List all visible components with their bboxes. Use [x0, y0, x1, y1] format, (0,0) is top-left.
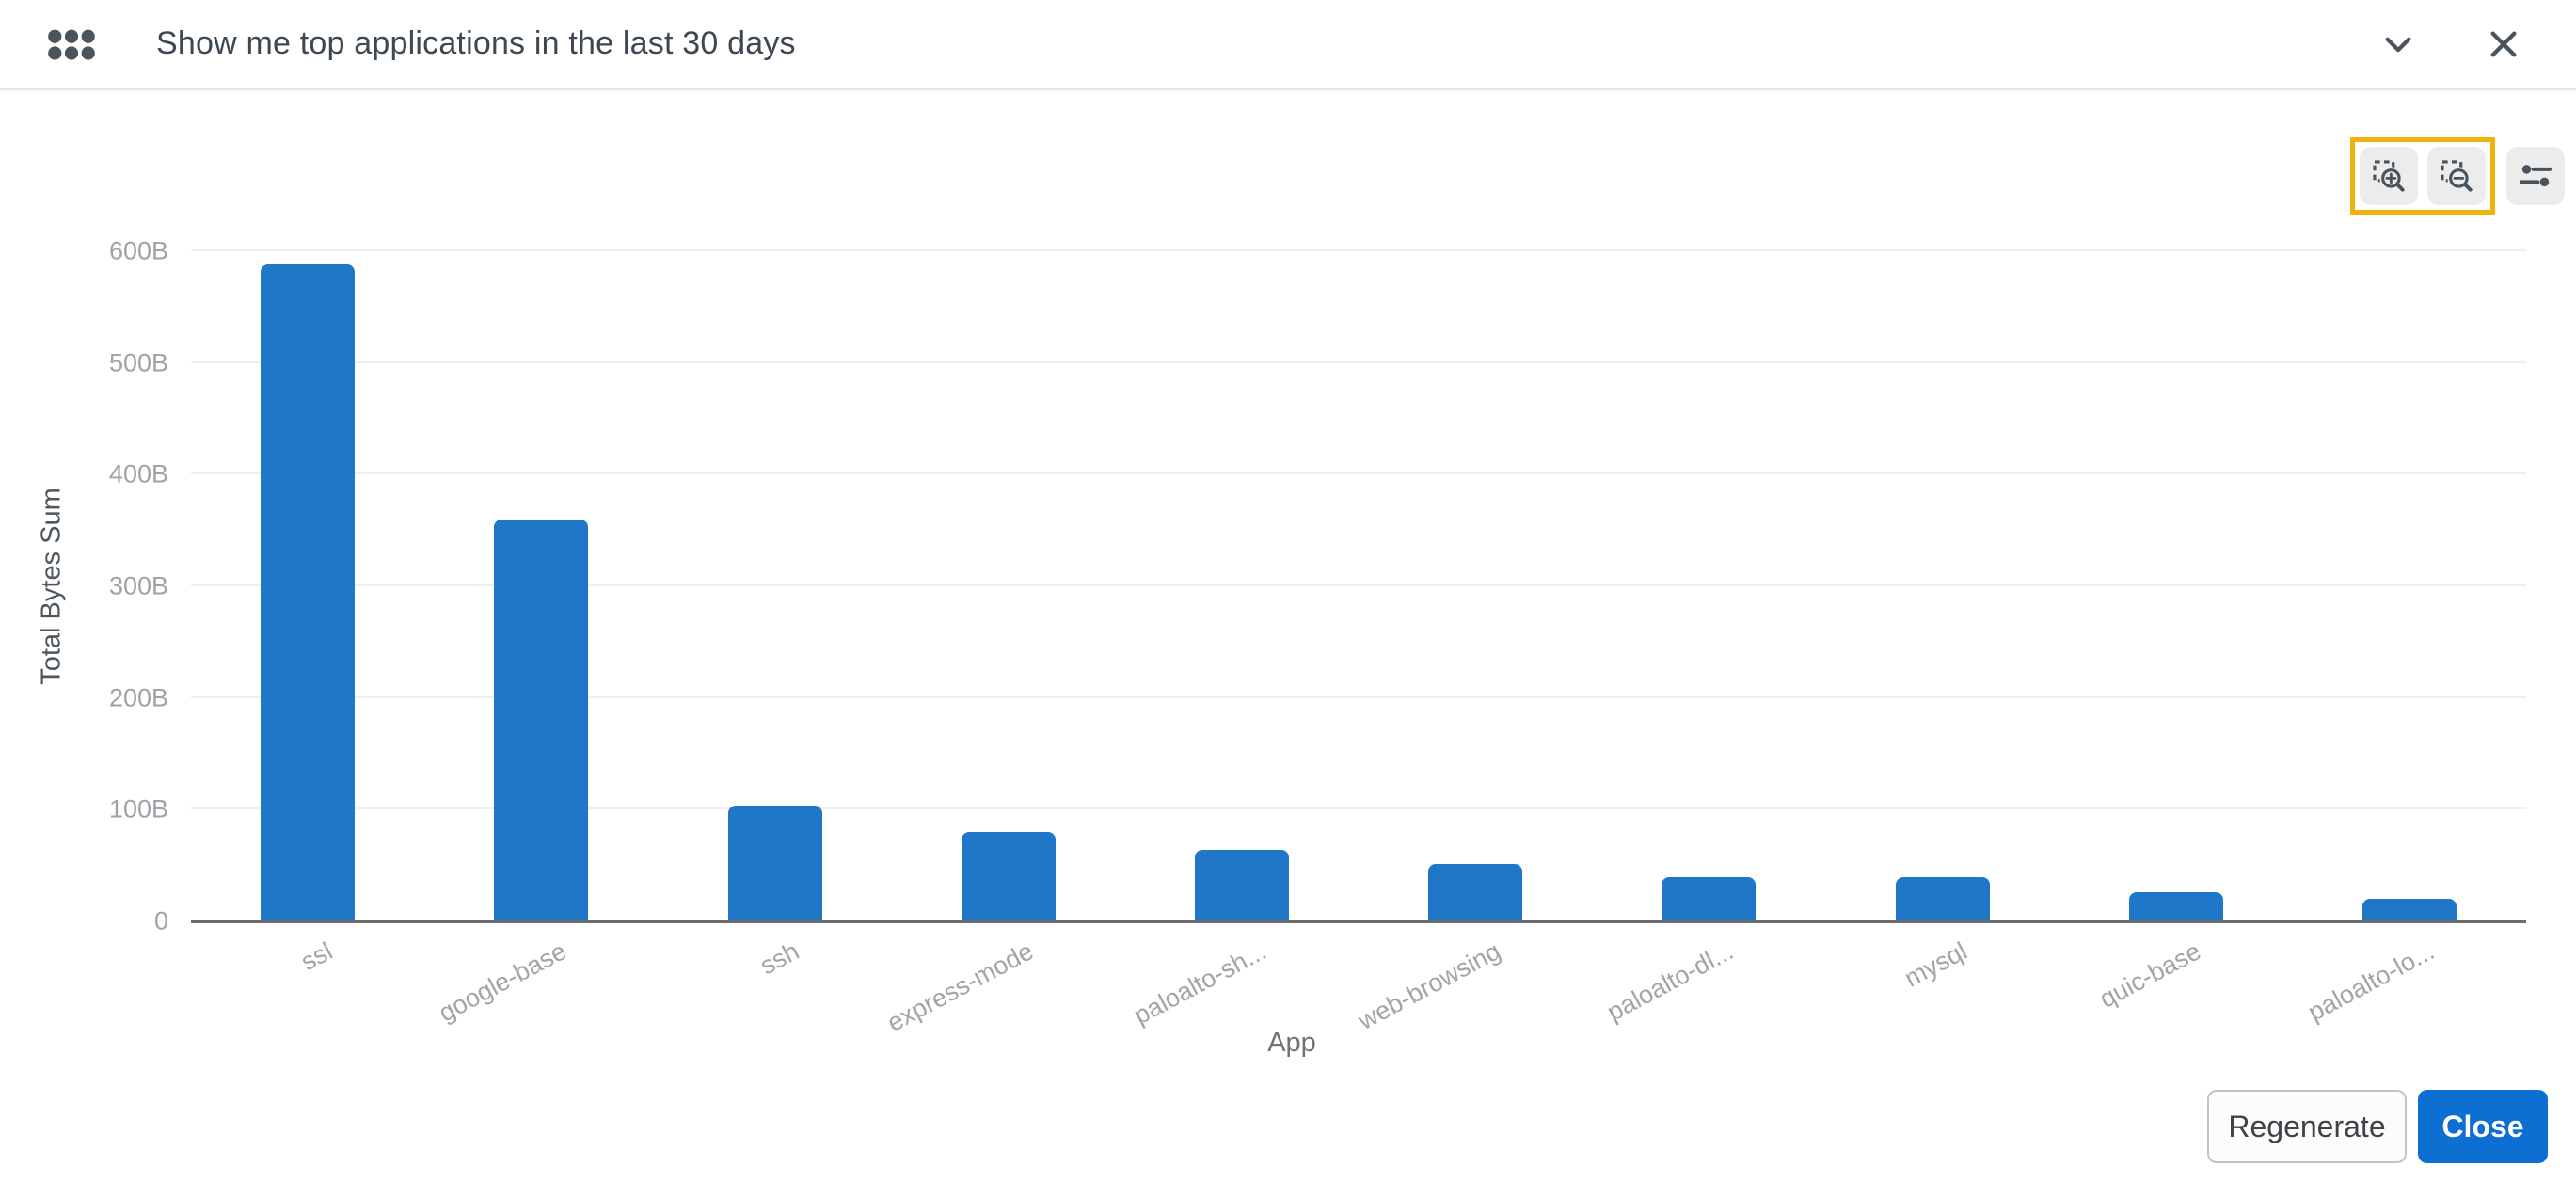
- header-actions: [2375, 21, 2527, 68]
- marquee-zoom-out-button[interactable]: [2427, 147, 2486, 205]
- x-tick-label: ssl: [296, 936, 338, 977]
- y-tick-label: 400B: [108, 459, 168, 488]
- gridline: [191, 249, 2526, 251]
- zoom-buttons-highlight-group: [2350, 137, 2495, 215]
- collapse-button[interactable]: [2375, 21, 2422, 68]
- y-tick-label: 600B: [108, 236, 168, 265]
- bar[interactable]: [1194, 850, 1289, 921]
- bar[interactable]: [2128, 892, 2223, 921]
- y-tick-label: 0: [153, 906, 168, 935]
- chart-settings-button[interactable]: [2506, 147, 2565, 205]
- marquee-zoom-in-icon: [2371, 158, 2407, 194]
- gridline: [191, 360, 2526, 363]
- gridline: [191, 584, 2526, 586]
- x-tick-label: mysql: [1900, 936, 1972, 993]
- close-dialog-button[interactable]: Close: [2418, 1090, 2548, 1163]
- bar[interactable]: [494, 519, 589, 921]
- gridline: [191, 695, 2526, 698]
- y-tick-label: 100B: [108, 794, 168, 823]
- drag-handle-icon[interactable]: [41, 22, 102, 67]
- chart-settings-icon: [2518, 158, 2553, 194]
- bar[interactable]: [1428, 864, 1523, 921]
- x-tick-label: google-base: [434, 936, 571, 1028]
- bar[interactable]: [1662, 876, 1757, 921]
- bar[interactable]: [961, 832, 1056, 921]
- x-tick-label: paloalto-dl...: [1602, 936, 1739, 1027]
- bar[interactable]: [727, 805, 822, 921]
- regenerate-button[interactable]: Regenerate: [2207, 1090, 2407, 1163]
- x-tick-label: ssh: [755, 936, 804, 981]
- close-icon: [2484, 24, 2523, 64]
- x-tick-label: web-browsing: [1353, 936, 1505, 1035]
- y-tick-label: 300B: [108, 571, 168, 600]
- y-tick-label: 500B: [108, 348, 168, 377]
- y-tick-label: 200B: [108, 683, 168, 712]
- marquee-zoom-in-button[interactable]: [2360, 147, 2418, 205]
- bar[interactable]: [1895, 876, 1990, 921]
- close-button[interactable]: [2480, 21, 2527, 68]
- x-tick-label: quic-base: [2094, 936, 2205, 1014]
- bar[interactable]: [2361, 899, 2457, 921]
- dialog-header: Show me top applications in the last 30 …: [0, 0, 2576, 90]
- x-axis-line: [191, 920, 2526, 923]
- dialog-title: Show me top applications in the last 30 …: [156, 25, 796, 61]
- marquee-zoom-out-icon: [2439, 158, 2474, 194]
- bar[interactable]: [261, 264, 356, 921]
- x-tick-label: paloalto-lo...: [2303, 936, 2440, 1027]
- gridline: [191, 472, 2526, 475]
- x-tick-label: express-mode: [882, 936, 1038, 1038]
- x-axis-title: App: [1267, 1028, 1316, 1058]
- gridline: [191, 807, 2526, 810]
- x-tick-label: paloalto-sh...: [1129, 936, 1272, 1031]
- chart-toolbar: [2350, 137, 2565, 215]
- chevron-down-icon: [2378, 24, 2418, 64]
- plot-area: 0 100B 200B 300B 400B 500B 600B ssl google-base s…: [109, 238, 2526, 1037]
